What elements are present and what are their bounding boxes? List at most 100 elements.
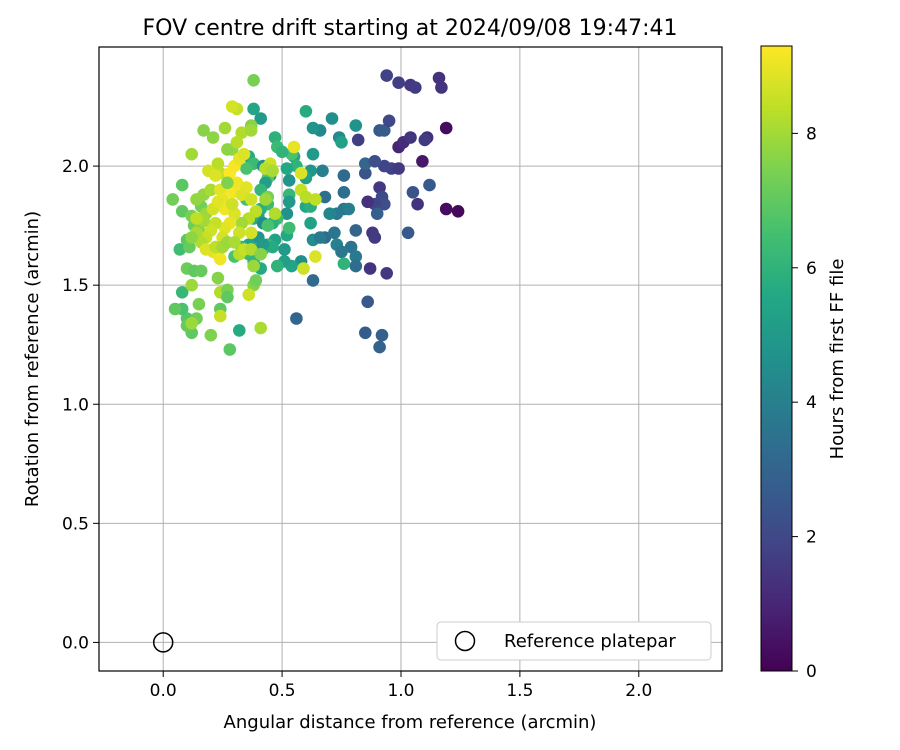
data-point — [173, 243, 187, 256]
plot-background — [99, 47, 722, 671]
data-point — [375, 328, 389, 342]
data-point — [268, 131, 282, 144]
data-point — [282, 174, 296, 187]
data-point — [209, 169, 222, 182]
data-point — [282, 221, 296, 235]
data-point — [218, 221, 232, 235]
data-point — [318, 190, 332, 204]
y-tick-label: 0.0 — [62, 633, 89, 653]
data-point — [309, 250, 322, 263]
colorbar-gradient — [760, 45, 793, 672]
colorbar-tick-label: 0 — [806, 662, 817, 682]
data-point — [235, 126, 248, 139]
data-point — [190, 212, 203, 225]
data-point — [404, 131, 417, 144]
data-point — [249, 274, 263, 287]
data-point — [206, 131, 220, 144]
data-point — [294, 166, 308, 180]
data-point — [254, 321, 267, 335]
data-point — [323, 207, 337, 220]
data-point — [204, 328, 218, 342]
data-point — [242, 288, 256, 302]
data-point — [185, 278, 198, 292]
data-point — [361, 195, 375, 209]
data-point — [221, 176, 234, 190]
data-point — [214, 252, 227, 266]
data-point — [225, 197, 239, 211]
y-axis-label: Rotation from reference (arcmin) — [22, 211, 43, 507]
colorbar-tick-label: 4 — [806, 393, 817, 413]
data-point — [359, 157, 372, 170]
data-point — [175, 178, 189, 192]
data-point — [363, 262, 377, 275]
data-point — [266, 240, 279, 254]
colorbar-label: Hours from first FF file — [827, 259, 848, 460]
data-point — [225, 100, 239, 113]
data-point — [247, 102, 260, 116]
chart-title: FOV centre drift starting at 2024/09/08 … — [143, 16, 678, 41]
data-point — [228, 236, 241, 249]
data-point — [211, 157, 225, 170]
data-point — [230, 136, 244, 149]
data-point — [423, 178, 436, 192]
data-point — [335, 245, 348, 259]
data-point — [185, 317, 198, 330]
data-point — [240, 162, 253, 175]
data-point — [211, 195, 225, 209]
data-point — [328, 226, 341, 240]
data-point — [349, 119, 363, 132]
data-point — [211, 271, 225, 285]
legend-box — [436, 621, 712, 661]
data-point — [299, 190, 313, 204]
data-point — [373, 340, 386, 354]
data-point — [247, 74, 260, 87]
data-point — [175, 205, 189, 218]
data-point — [337, 186, 351, 199]
plot-frame — [98, 46, 723, 672]
data-point — [416, 155, 429, 168]
data-point — [244, 124, 258, 137]
data-point — [309, 193, 322, 206]
data-point — [344, 240, 358, 254]
data-point — [185, 147, 198, 161]
data-point — [392, 76, 405, 89]
data-point — [406, 186, 420, 199]
data-point — [297, 262, 310, 275]
data-point — [221, 143, 234, 156]
data-point — [409, 81, 422, 94]
data-point — [168, 302, 182, 316]
data-point — [337, 257, 351, 271]
data-point — [183, 240, 196, 254]
x-tick-label: 2.0 — [625, 681, 652, 701]
data-point — [247, 259, 260, 273]
data-point — [259, 193, 272, 206]
data-point — [368, 155, 382, 168]
data-point — [235, 188, 248, 201]
data-point — [233, 226, 246, 240]
data-point — [185, 231, 198, 244]
data-point — [432, 71, 446, 85]
data-point — [287, 140, 301, 154]
data-point — [359, 326, 372, 340]
data-point — [261, 219, 275, 232]
data-point — [225, 186, 239, 199]
data-point — [392, 162, 405, 175]
data-point — [349, 250, 363, 263]
legend: Reference platepar — [436, 621, 712, 661]
data-point — [380, 69, 394, 82]
data-point — [439, 202, 453, 216]
data-point — [380, 267, 394, 280]
legend-label-reference: Reference platepar — [504, 631, 676, 652]
data-point — [228, 207, 241, 220]
data-point — [218, 121, 232, 135]
x-tick-label: 1.0 — [387, 681, 414, 701]
data-point — [316, 164, 329, 178]
data-point — [349, 259, 363, 273]
colorbar-tick-label: 6 — [806, 259, 817, 279]
data-point — [254, 112, 267, 125]
data-point — [244, 226, 258, 240]
colorbar-ticks: 0 2 4 6 8 — [792, 124, 817, 682]
data-point — [244, 193, 258, 206]
data-point — [337, 169, 351, 182]
data-points — [166, 69, 465, 356]
